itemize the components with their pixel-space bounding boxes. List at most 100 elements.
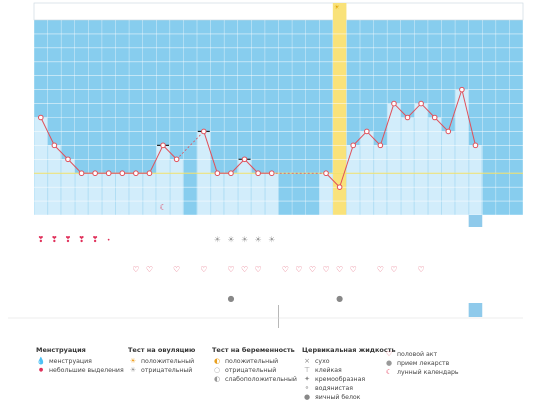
temp-point	[92, 170, 98, 177]
temp-point	[418, 100, 424, 107]
legend-ovtest-negative: отрицательный	[141, 367, 193, 374]
temp-point	[363, 128, 370, 135]
heart-icon: ♡	[200, 265, 207, 274]
pregnancy-weak-icon: ◐	[213, 375, 221, 383]
temp-point	[445, 128, 452, 135]
legend-pregtest-negative: отрицательный	[225, 367, 277, 374]
temp-column	[455, 89, 469, 215]
temp-column	[374, 145, 387, 215]
bbt-chart: ☀ ☾ ❣ ❣ ❣ ❣ ❣ • ☀ ☀ ☀ ☀ ☀ ♡ ♡ ♡ ♡ ♡ ♡ ♡ ♡ ♡ ♡ ♡ ♡ ♡ ♡ ♡ ♡ ● ●	[8, 2, 524, 328]
watery-icon: ⚬	[304, 384, 310, 392]
legend-mucus: Цервикальная жидкость × сухо ⊤ клейкая ✦ кр…	[302, 346, 396, 402]
temp-line-segment	[407, 103, 422, 118]
current-date-highlight	[468, 303, 483, 317]
temp-column	[469, 145, 482, 215]
sticky-icon: ⊤	[303, 366, 311, 374]
temp-point	[119, 170, 126, 177]
temp-column	[102, 173, 115, 215]
temp-line-segment	[352, 131, 368, 146]
legend-meds: прием лекарств	[397, 360, 450, 367]
ovulation-test-negative-icon: ☀	[241, 235, 248, 244]
mucus-drop-icon: ●	[336, 294, 343, 303]
heart-icon: ♡	[390, 265, 397, 274]
menstruation-drop-icon: ❣	[92, 235, 99, 244]
moon-icon: ☾	[159, 203, 166, 212]
temp-point	[133, 170, 139, 177]
legend-ovtest-positive: положительный	[141, 358, 195, 365]
legend-moon: лунный календарь	[397, 369, 459, 376]
legend-sex: половой акт	[397, 351, 438, 358]
temp-point	[336, 184, 343, 190]
temp-column	[143, 173, 156, 215]
temp-line-segment	[366, 131, 381, 146]
legend-other: ♡ половой акт ● прием лекарств ☾ лунный кал…	[384, 350, 459, 377]
temp-line-segment	[67, 158, 82, 174]
temp-point	[105, 170, 112, 177]
heart-icon: ♡	[336, 265, 343, 274]
temp-point	[391, 100, 397, 107]
ovulation-test-negative-icon: ☀	[268, 235, 275, 244]
temp-column	[48, 145, 61, 215]
header-strip	[33, 2, 524, 21]
temp-point	[255, 170, 261, 177]
temp-point	[459, 86, 465, 93]
heart-icon: ♡	[322, 265, 329, 274]
ovulation-test-negative-icon: ☀	[214, 235, 221, 244]
legend-menstruation-title: Менструация	[36, 346, 86, 354]
ovulation-test-negative-icon: ☀	[227, 235, 234, 244]
temp-point	[173, 156, 180, 163]
temp-point	[377, 142, 384, 149]
legend-ovulation-test-title: Тест на овуляцию	[128, 346, 196, 354]
heart-icon: ♡	[350, 265, 357, 274]
temp-column	[156, 145, 170, 215]
temp-point	[323, 170, 329, 177]
temp-line-segment	[434, 117, 449, 132]
heart-icon: ♡	[418, 265, 425, 274]
temp-point	[241, 156, 248, 163]
legend-ovulation-test: Тест на овуляцию ☀ положительный ☀ отрицат…	[128, 346, 195, 375]
temp-column	[34, 117, 48, 215]
temp-line-segment	[379, 103, 395, 146]
legend-menstruation: Менструация 💧 менструация ● небольшие выде…	[36, 346, 124, 375]
temp-column	[428, 117, 441, 215]
heart-icon: ♡	[173, 265, 180, 274]
temp-line-segment	[230, 158, 245, 174]
menstruation-drop-icon: 💧	[36, 357, 46, 365]
ovulation-test-negative-icon: ☀	[255, 235, 262, 244]
heart-icon: ♡	[295, 265, 302, 274]
menstruation-drop-icon: ❣	[65, 235, 72, 244]
pregnancy-negative-icon: ○	[213, 366, 221, 374]
legend-menstruation-item: менструация	[49, 358, 92, 365]
temp-line-segment	[461, 89, 476, 146]
legend-pregtest-weak: слабоположительный	[225, 376, 297, 383]
temp-point	[37, 114, 44, 121]
ovulation-header-icon: ☀	[334, 4, 340, 11]
temp-column	[75, 173, 88, 215]
egg-white-icon: ●	[303, 393, 311, 401]
temp-point	[146, 170, 153, 177]
temp-column	[224, 173, 238, 215]
menstruation-drop-icon: ❣	[78, 235, 85, 244]
temp-point	[160, 142, 166, 149]
temp-point	[51, 142, 58, 149]
moon-icon: ☾	[385, 368, 393, 376]
heart-icon: ♡	[377, 265, 384, 274]
legend-mucus-watery: водянистая	[315, 385, 354, 392]
temp-line-segment	[162, 145, 177, 160]
temp-line-segment	[203, 131, 218, 174]
temp-line-segment	[149, 145, 164, 174]
mucus-drop-icon: ●	[227, 294, 234, 303]
legend-pregnancy-test: Тест на беременность ◐ положительный ○ отр…	[212, 346, 297, 384]
creamy-icon: ✦	[304, 375, 310, 383]
legend-pregnancy-test-title: Тест на беременность	[212, 346, 295, 354]
temp-column	[251, 173, 265, 215]
pill-icon: ●	[385, 359, 393, 367]
temp-point	[268, 170, 275, 177]
temp-point	[472, 142, 479, 149]
temp-point	[78, 170, 85, 177]
temp-column	[129, 173, 143, 215]
pregnancy-positive-icon: ◐	[213, 357, 221, 365]
temp-point	[404, 114, 411, 121]
legend-pregtest-positive: положительный	[225, 358, 279, 365]
